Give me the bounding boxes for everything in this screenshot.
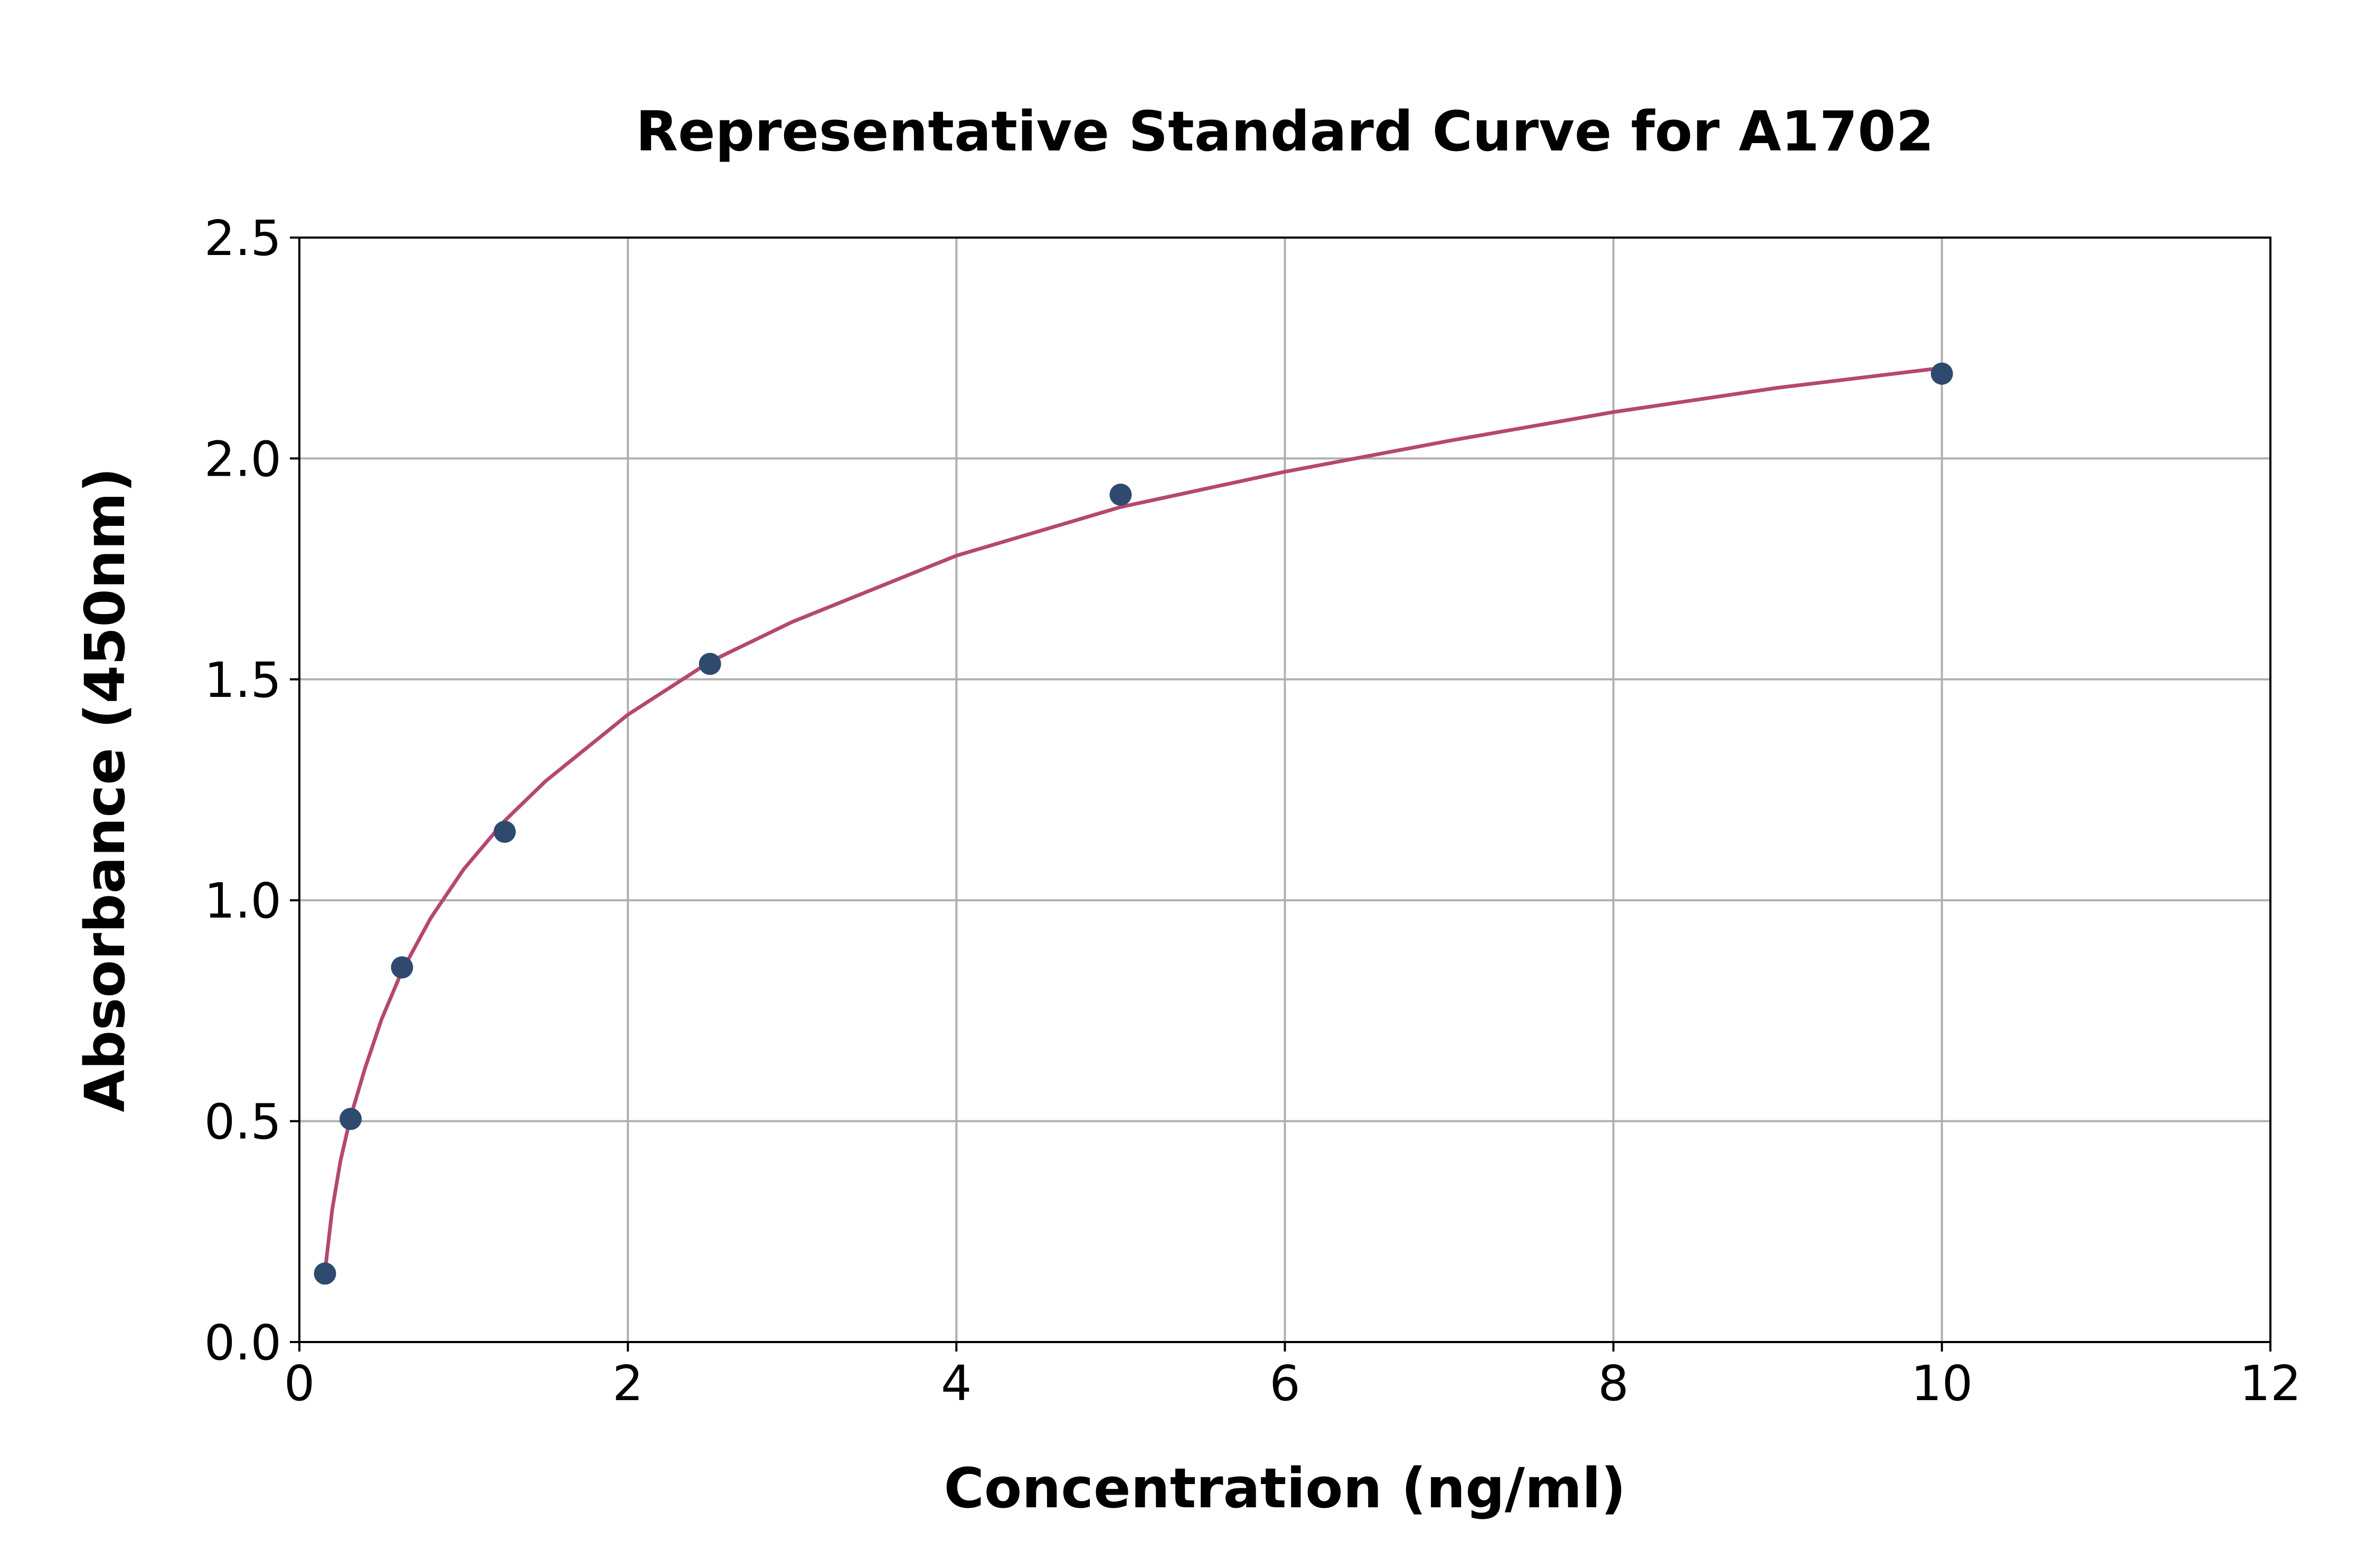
x-tick-label: 4 xyxy=(941,1355,972,1412)
y-tick-label: 1.5 xyxy=(204,652,281,709)
curve-layer xyxy=(323,366,1944,1273)
x-tick-label: 2 xyxy=(612,1355,644,1412)
y-tick-label: 2.5 xyxy=(204,210,281,267)
x-tick-label: 12 xyxy=(2239,1355,2301,1412)
x-tick-label: 0 xyxy=(284,1355,315,1412)
y-axis-label: Absorbance (450nm) xyxy=(73,467,137,1112)
y-tick-label: 2.0 xyxy=(204,431,281,487)
tick-layer: 0 2 4 6 8 10 12 0.0 0.5 1.0 1.5 2.0 2.5 xyxy=(204,210,2302,1412)
y-tick-label: 0.5 xyxy=(204,1094,281,1150)
points-layer xyxy=(314,362,1953,1285)
data-point xyxy=(1930,362,1953,385)
data-point xyxy=(1109,484,1132,506)
x-axis-label: Concentration (ng/ml) xyxy=(944,1456,1626,1520)
data-point xyxy=(493,820,516,843)
fit-curve-line xyxy=(323,366,1944,1273)
x-tick-label: 6 xyxy=(1269,1355,1300,1412)
chart-title: Representative Standard Curve for A1702 xyxy=(636,99,1934,164)
data-point xyxy=(391,956,413,979)
data-point xyxy=(340,1108,362,1130)
data-point xyxy=(314,1262,336,1285)
y-tick-label: 1.0 xyxy=(204,873,281,929)
data-point xyxy=(699,653,721,675)
x-tick-label: 8 xyxy=(1598,1355,1629,1412)
y-tick-label: 0.0 xyxy=(204,1315,281,1371)
x-tick-label: 10 xyxy=(1911,1355,1973,1412)
